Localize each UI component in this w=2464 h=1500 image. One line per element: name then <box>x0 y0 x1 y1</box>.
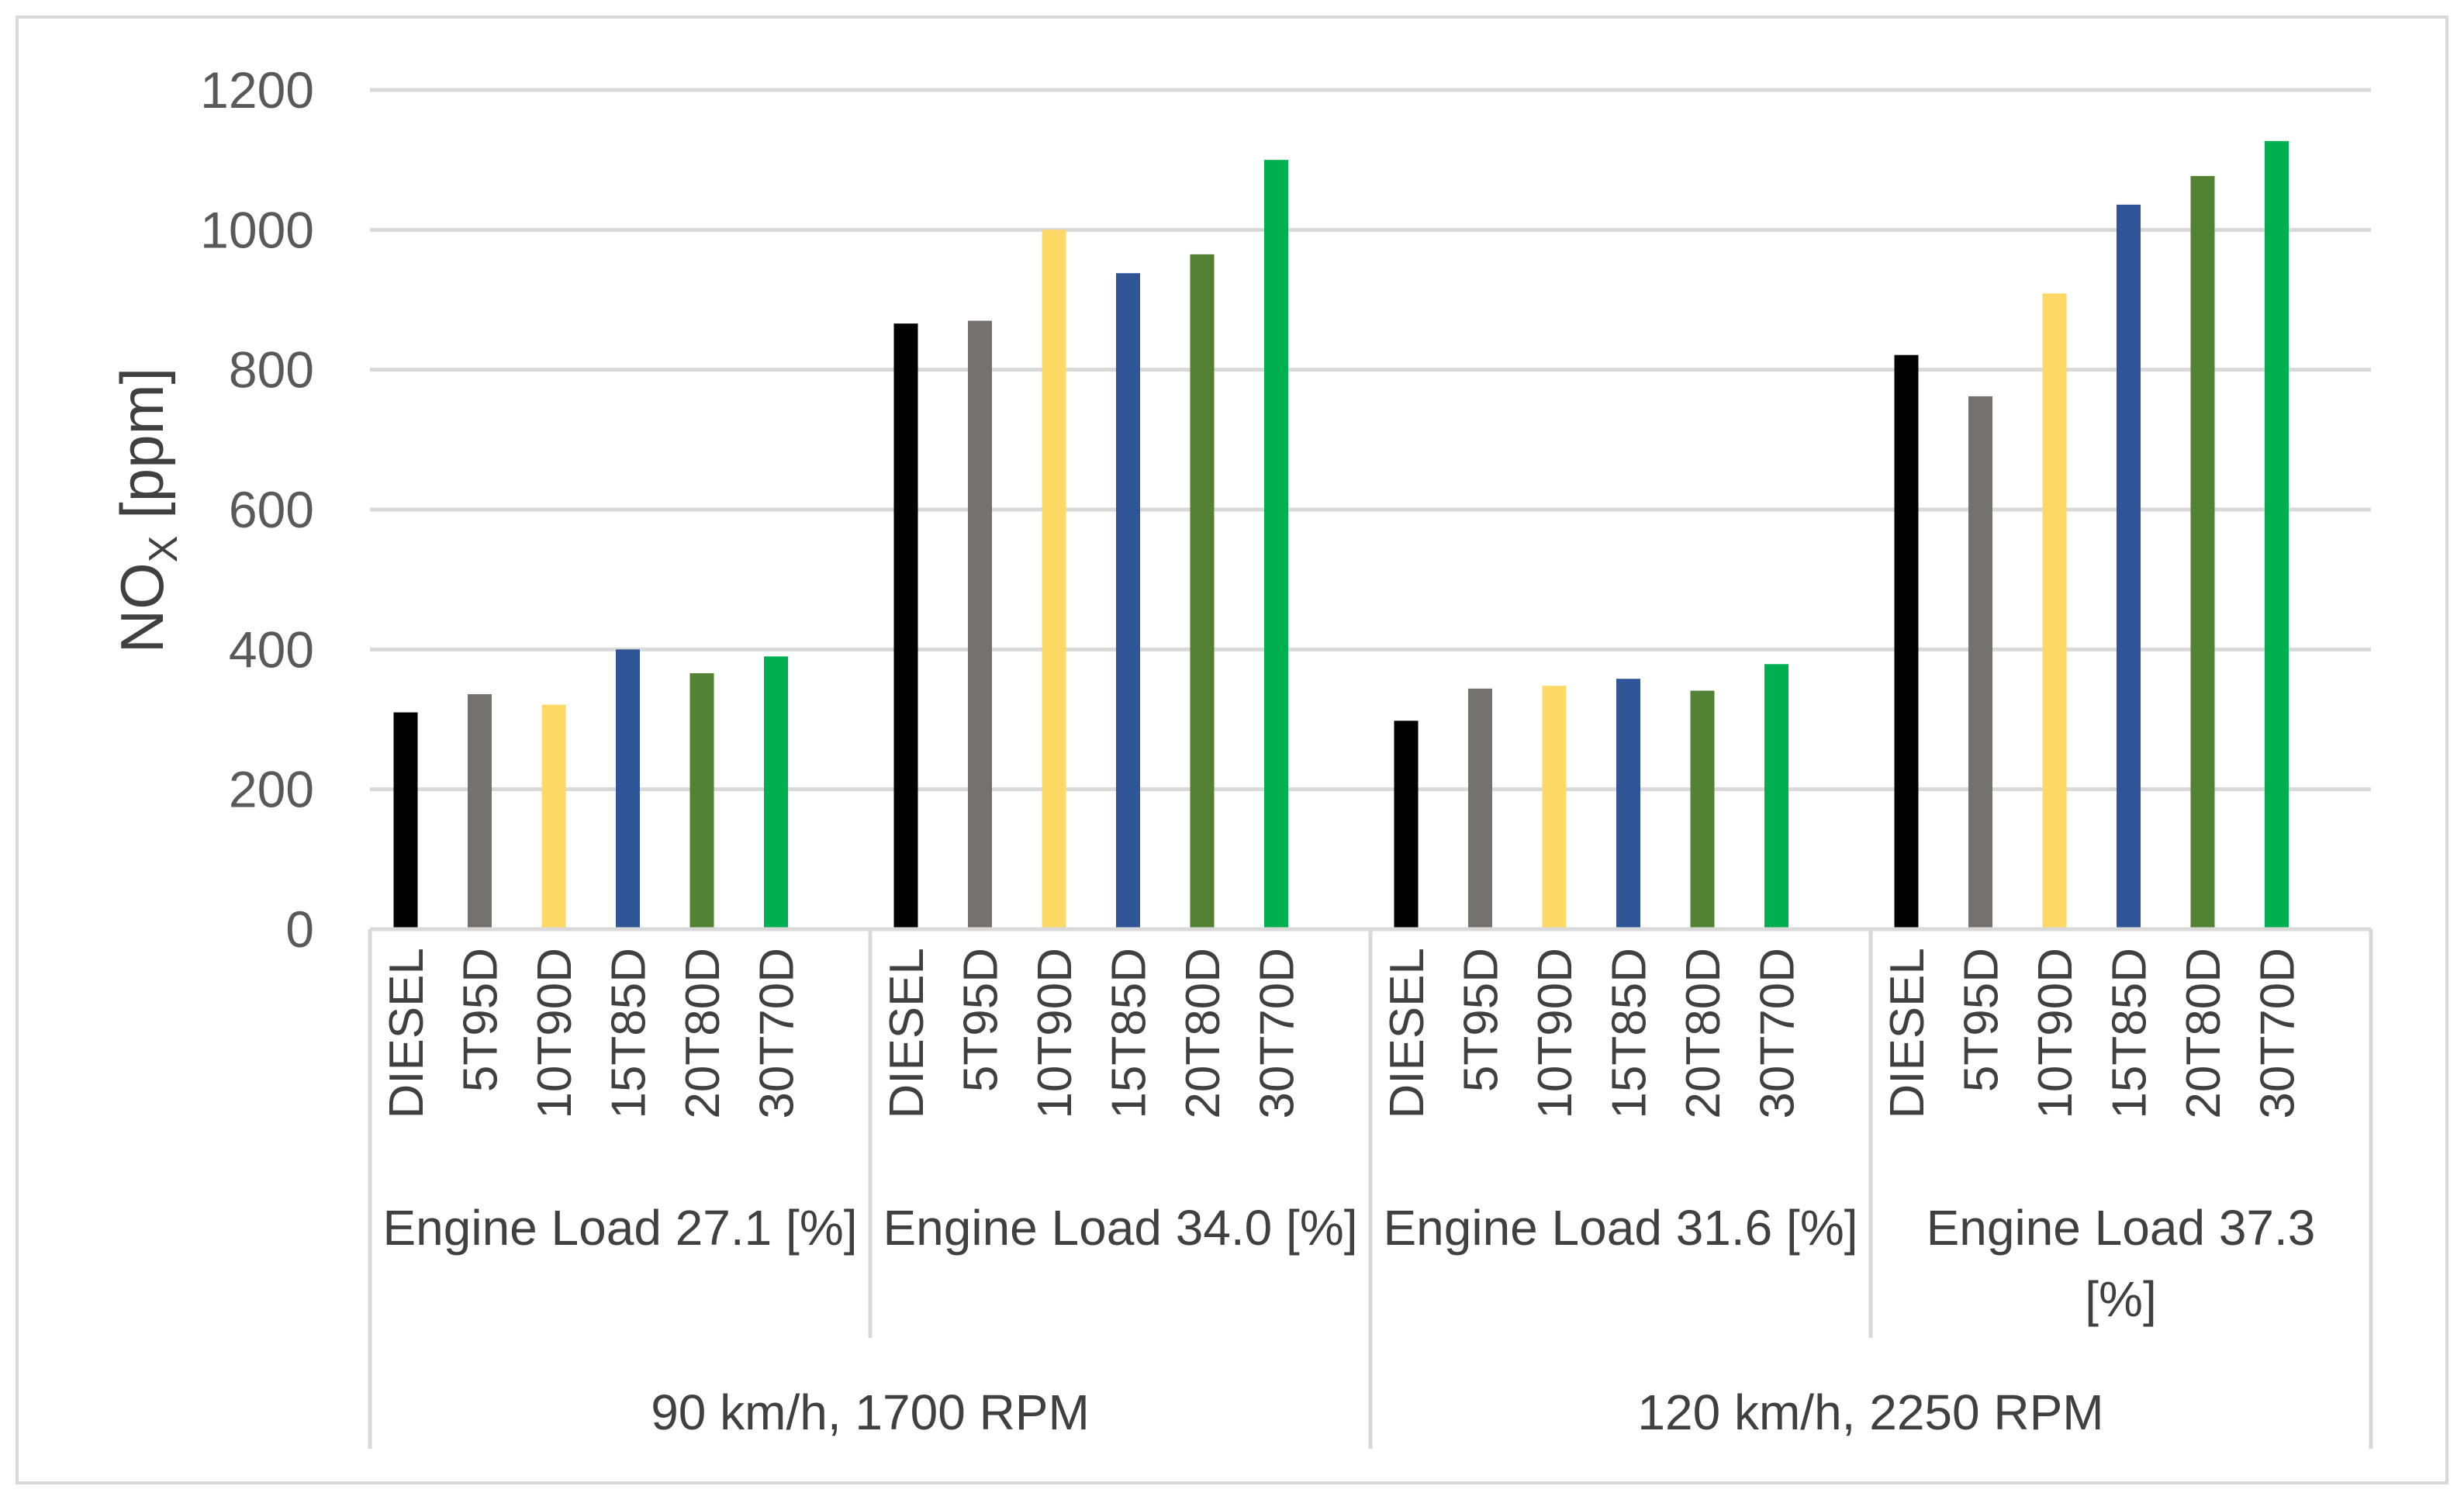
axes <box>368 927 2373 1449</box>
x-category-label: DIESEL <box>1381 948 1434 1119</box>
x-category-label: 20T80D <box>1177 948 1230 1119</box>
bar-30t70d-group-3 <box>1764 664 1788 929</box>
x-category-label: 30T70D <box>2251 948 2305 1119</box>
engine-load-label: Engine Load 31.6 [%] <box>1383 1200 1858 1256</box>
bar-20t80d-group-4 <box>2190 175 2215 929</box>
x-category-label: 30T70D <box>1251 948 1305 1119</box>
speed-group-label: 90 km/h, 1700 RPM <box>651 1384 1090 1440</box>
bar-10t90d-group-1 <box>541 704 566 929</box>
x-category-label: 20T80D <box>2177 948 2231 1119</box>
bar-diesel-group-1 <box>393 712 418 929</box>
bar-diesel-group-3 <box>1394 721 1419 929</box>
bar-20t80d-group-3 <box>1690 690 1715 929</box>
bar-15t85d-group-2 <box>1116 273 1140 929</box>
bar-10t90d-group-2 <box>1042 230 1066 929</box>
bar-20t80d-group-2 <box>1190 254 1215 929</box>
x-category-label: 5T95D <box>454 948 508 1092</box>
y-tick-label: 600 <box>229 481 314 538</box>
x-category-label: DIESEL <box>380 948 434 1119</box>
speed-group-label: 120 km/h, 2250 RPM <box>1637 1384 2103 1440</box>
y-tick-label: 200 <box>229 761 314 818</box>
x-category-label: 15T85D <box>603 948 656 1119</box>
x-category-label: 15T85D <box>1603 948 1657 1119</box>
bar-15t85d-group-4 <box>2117 204 2141 930</box>
x-category-label: 15T85D <box>2103 948 2157 1119</box>
bars <box>393 140 2289 930</box>
bar-20t80d-group-1 <box>689 672 714 929</box>
x-category-label: 20T80D <box>1677 948 1730 1119</box>
bar-diesel-group-4 <box>1894 354 1919 929</box>
bar-10t90d-group-4 <box>2042 293 2067 929</box>
x-category-label: 20T80D <box>676 948 730 1119</box>
y-tick-label: 1000 <box>200 201 314 258</box>
x-category-label: 10T90D <box>528 948 582 1119</box>
x-category-label: DIESEL <box>1881 948 1934 1119</box>
x-category-label: 5T95D <box>955 948 1008 1092</box>
gridlines <box>370 88 2371 792</box>
x-category-label: DIESEL <box>880 948 934 1119</box>
bar-5t95d-group-2 <box>968 320 992 929</box>
engine-load-label: Engine Load 27.1 [%] <box>382 1200 857 1256</box>
bar-5t95d-group-4 <box>1968 396 1992 929</box>
bar-15t85d-group-1 <box>616 649 640 929</box>
y-tick-label: 0 <box>285 900 314 958</box>
bar-diesel-group-2 <box>893 323 918 929</box>
y-tick-label: 800 <box>229 341 314 399</box>
bar-15t85d-group-3 <box>1616 679 1640 929</box>
y-axis-title: NOX [ppm] <box>108 368 186 653</box>
x-category-label: 15T85D <box>1103 948 1156 1119</box>
bar-5t95d-group-1 <box>468 694 492 929</box>
bar-30t70d-group-1 <box>764 656 788 929</box>
x-category-label: 10T90D <box>2029 948 2082 1119</box>
y-tick-label: 400 <box>229 620 314 678</box>
x-category-label: 5T95D <box>1455 948 1508 1092</box>
x-category-label: 30T70D <box>1751 948 1805 1119</box>
bar-30t70d-group-4 <box>2265 140 2289 930</box>
engine-load-label: Engine Load 34.0 [%] <box>883 1200 1357 1256</box>
x-category-label: 30T70D <box>751 948 804 1119</box>
chart-border <box>16 16 2448 1484</box>
x-category-label: 10T90D <box>1529 948 1582 1119</box>
labels: 0 200 400 600 800 1000 1200 DIESEL 5T95D 10T90D 15… <box>108 61 2315 1440</box>
engine-load-label: Engine Load 37.3 [%] <box>1927 1200 2316 1327</box>
bar-5t95d-group-3 <box>1468 688 1492 929</box>
bar-10t90d-group-3 <box>1542 686 1567 929</box>
bar-30t70d-group-2 <box>1264 160 1288 929</box>
x-category-label: 5T95D <box>1955 948 2009 1092</box>
y-tick-label: 1200 <box>200 61 314 119</box>
x-category-label: 10T90D <box>1028 948 1082 1119</box>
